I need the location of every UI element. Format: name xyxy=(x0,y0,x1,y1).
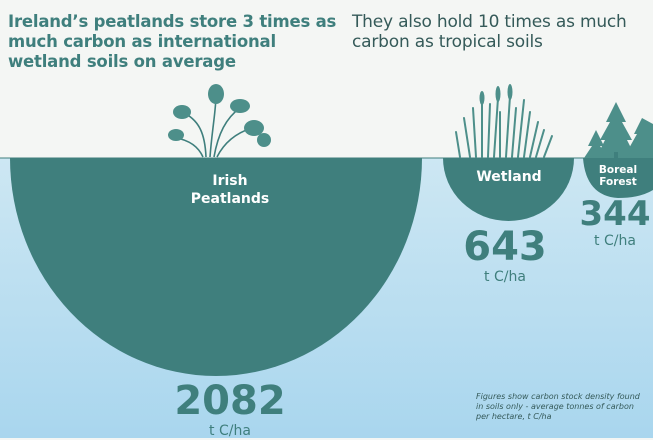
boreal-forest-bowl xyxy=(583,158,653,198)
label-wetland-line1: Wetland xyxy=(476,169,542,185)
irish-peatlands-bowl xyxy=(10,158,422,376)
value-irish-unit: t C/ha xyxy=(209,423,251,439)
label-irish-line1: Irish xyxy=(212,173,248,189)
value-boreal-unit: t C/ha xyxy=(594,233,636,249)
value-wetland-number: 643 xyxy=(463,224,547,270)
headline-left: Ireland’s peatlands store 3 times as muc… xyxy=(8,12,337,71)
value-boreal-forest: 344 t C/ha xyxy=(570,196,653,250)
value-irish-peatlands: 2082 t C/ha xyxy=(150,380,310,440)
reed-grass-icon xyxy=(455,95,553,158)
value-boreal-number: 344 xyxy=(579,194,651,234)
label-irish-peatlands: Irish Peatlands xyxy=(170,172,290,208)
fir-tree-icon xyxy=(584,102,653,158)
reed-heads xyxy=(479,84,513,105)
label-wetland: Wetland xyxy=(454,168,564,186)
footnote: Figures show carbon stock density found … xyxy=(476,392,640,421)
label-boreal-line2: Forest xyxy=(599,176,637,188)
plant-icon xyxy=(168,84,271,158)
wetland-bowl xyxy=(443,158,574,222)
value-irish-number: 2082 xyxy=(174,378,286,424)
value-wetland-unit: t C/ha xyxy=(484,269,526,285)
headline-right: They also hold 10 times as much carbon a… xyxy=(352,12,627,52)
label-boreal-forest: Boreal Forest xyxy=(582,164,653,188)
label-boreal-line1: Boreal xyxy=(598,164,638,176)
label-irish-line2: Peatlands xyxy=(190,191,270,207)
value-wetland: 643 t C/ha xyxy=(450,226,560,286)
